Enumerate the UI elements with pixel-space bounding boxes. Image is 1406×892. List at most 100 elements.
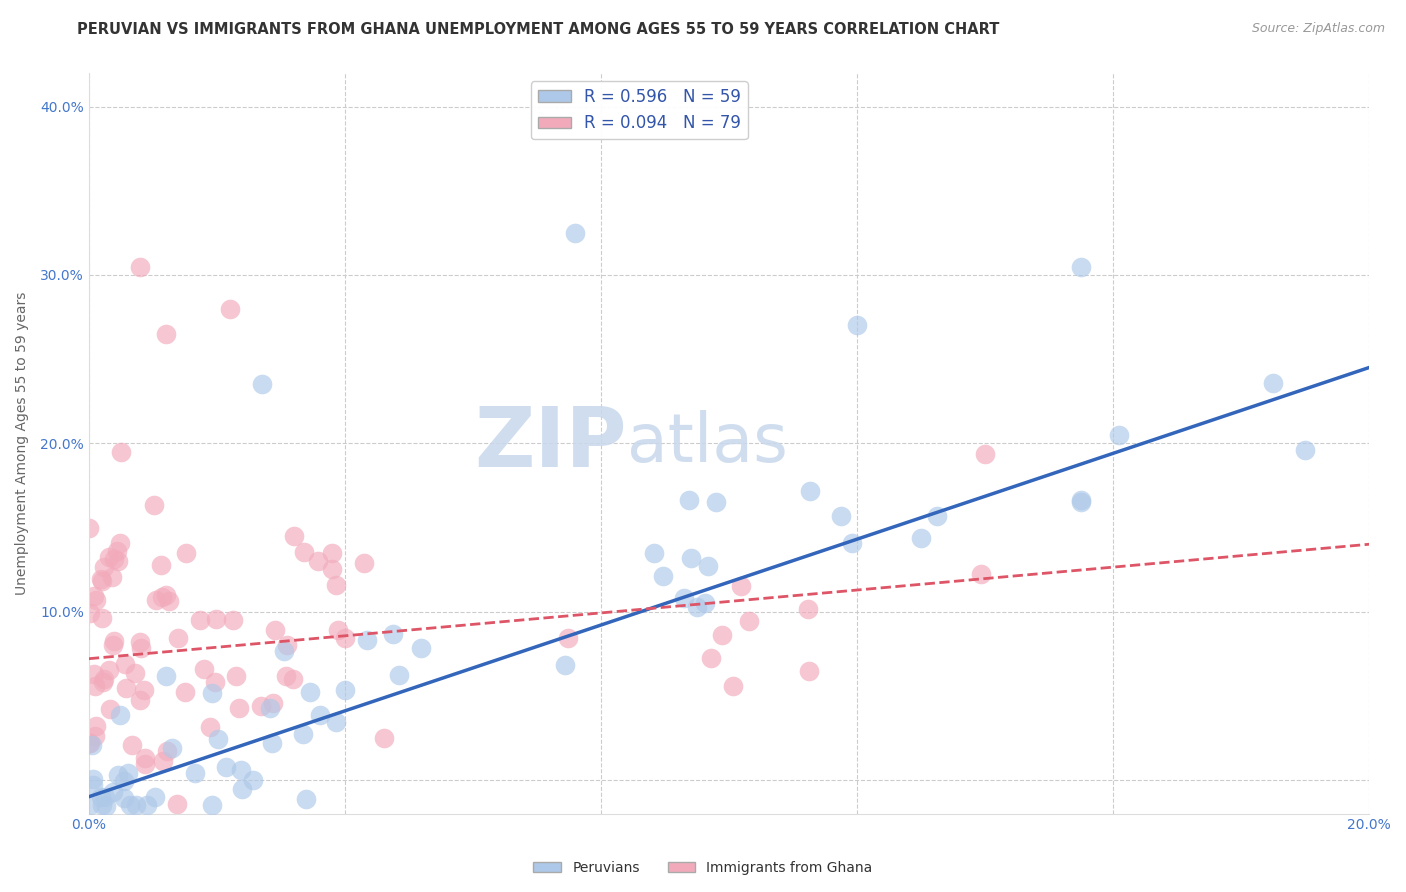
Point [149,558,172,572]
Point [129,260,152,274]
Y-axis label: Unemployment Among Ages 55 to 59 years: Unemployment Among Ages 55 to 59 years [15,292,30,595]
Point [1261,376,1284,391]
Point [557,631,579,645]
Point [974,447,997,461]
Point [110,444,132,458]
Point [98,702,121,716]
Point [333,631,356,645]
Point [160,740,183,755]
Legend: R = 0.596   N = 59, R = 0.094   N = 79: R = 0.596 N = 59, R = 0.094 N = 79 [531,81,748,139]
Point [201,685,224,699]
Point [686,600,709,615]
Point [276,638,298,652]
Point [108,707,131,722]
Point [118,798,141,813]
Point [283,672,305,686]
Point [201,798,224,813]
Point [382,627,405,641]
Point [225,669,247,683]
Point [326,623,349,637]
Point [738,614,761,628]
Point [294,792,316,806]
Point [721,679,744,693]
Point [841,536,863,550]
Point [797,602,820,616]
Point [97,663,120,677]
Point [91,574,114,589]
Point [108,536,131,550]
Point [292,545,315,559]
Point [90,572,112,586]
Point [82,739,104,753]
Point [260,736,283,750]
Point [94,789,117,804]
Point [643,546,665,560]
Point [136,798,159,813]
Point [152,755,174,769]
Point [264,623,287,637]
Point [1070,493,1092,508]
Point [121,738,143,752]
Point [103,634,125,648]
Point [846,318,869,333]
Point [125,798,148,813]
Point [157,594,180,608]
Point [681,551,703,566]
Point [259,701,281,715]
Point [1108,428,1130,442]
Point [198,720,221,734]
Point [704,495,727,509]
Point [409,640,432,655]
Point [276,668,298,682]
Point [142,498,165,512]
Point [678,493,700,508]
Point [249,698,271,713]
Point [82,778,104,792]
Point [79,606,101,620]
Point [90,789,112,804]
Point [103,638,125,652]
Point [1070,495,1092,509]
Point [193,662,215,676]
Point [309,707,332,722]
Point [693,596,716,610]
Point [250,377,273,392]
Point [143,789,166,804]
Text: Source: ZipAtlas.com: Source: ZipAtlas.com [1251,22,1385,36]
Point [93,560,115,574]
Point [134,756,156,771]
Point [356,633,378,648]
Point [554,658,576,673]
Point [105,544,128,558]
Point [205,612,228,626]
Text: ZIP: ZIP [474,403,627,483]
Point [155,588,177,602]
Point [228,701,250,715]
Point [673,591,696,605]
Point [697,559,720,574]
Point [129,634,152,648]
Point [86,719,108,733]
Point [77,736,100,750]
Point [83,589,105,603]
Point [166,631,188,645]
Point [231,764,253,778]
Point [115,681,138,695]
Point [156,744,179,758]
Point [90,611,112,625]
Point [174,684,197,698]
Point [204,675,226,690]
Point [564,226,586,240]
Point [799,664,821,678]
Text: atlas: atlas [627,410,787,476]
Point [242,773,264,788]
Point [128,692,150,706]
Point [174,546,197,560]
Point [307,554,329,568]
Point [114,657,136,671]
Point [91,675,114,690]
Point [103,552,125,566]
Point [96,799,118,814]
Point [321,546,343,560]
Point [830,508,852,523]
